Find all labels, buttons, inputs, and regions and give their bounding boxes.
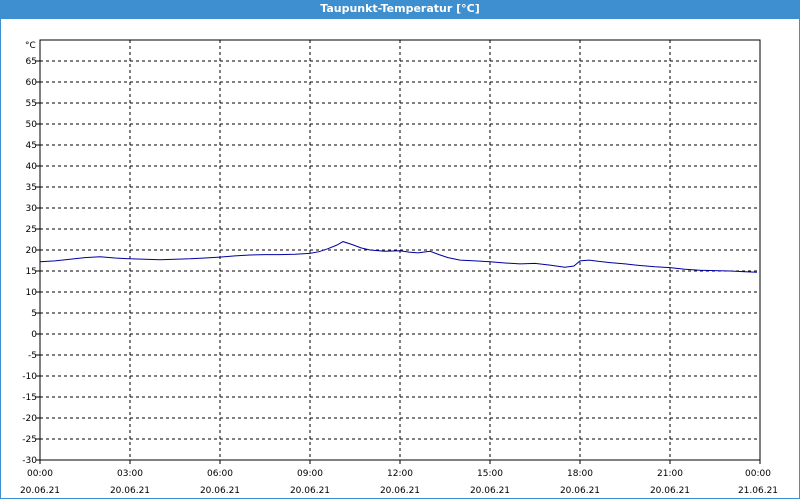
x-tick-time-label: 12:00 [387, 469, 413, 479]
y-tick-label: 30 [26, 204, 38, 214]
y-tick-label: 50 [26, 120, 38, 130]
y-tick-label: 0 [31, 330, 37, 340]
y-tick-label: -30 [22, 456, 37, 466]
x-tick-date-label: 20.06.21 [470, 486, 510, 496]
y-tick-label: 20 [26, 246, 38, 256]
y-tick-label: -15 [22, 393, 37, 403]
x-tick-time-label: 18:00 [567, 469, 593, 479]
y-tick-label: 45 [26, 141, 37, 151]
y-tick-label: 25 [26, 225, 37, 235]
y-tick-label: 40 [26, 162, 38, 172]
x-tick-time-label: 09:00 [297, 469, 323, 479]
x-tick-date-label: 20.06.21 [200, 486, 240, 496]
x-tick-date-label: 20.06.21 [380, 486, 420, 496]
x-tick-time-label: 15:00 [477, 469, 503, 479]
y-axis-ticks: -30 -25 -20 -15 -10 -5 0 5 10 15 20 25 30 35 40 45 50 55 6… [22, 57, 40, 466]
y-tick-label: -10 [22, 372, 37, 382]
x-tick-time-label: 21:00 [657, 469, 683, 479]
y-tick-label: 60 [26, 78, 38, 88]
y-axis-unit-label: °C [25, 41, 36, 51]
x-tick-time-label: 06:00 [207, 469, 233, 479]
chart-title: Taupunkt-Temperatur [°C] [0, 0, 800, 19]
x-axis-ticks: 00:00 20.06.21 03:00 20.06.21 06:00 20.06.21 0… [20, 460, 778, 496]
y-tick-label: 15 [26, 267, 37, 277]
x-tick-date-label: 20.06.21 [110, 486, 150, 496]
x-tick-time-label: 03:00 [117, 469, 143, 479]
x-tick-date-label: 20.06.21 [650, 486, 690, 496]
series-line-dew-point [39, 241, 758, 273]
y-tick-label: 65 [26, 57, 37, 67]
x-tick-date-label: 20.06.21 [560, 486, 600, 496]
y-tick-label: 55 [26, 99, 37, 109]
y-tick-label: 35 [26, 183, 37, 193]
y-tick-label: -25 [22, 435, 37, 445]
y-tick-label: 10 [26, 288, 38, 298]
x-tick-date-label: 20.06.21 [20, 486, 60, 496]
grid-lines [40, 40, 760, 460]
y-tick-label: -20 [22, 414, 37, 424]
x-tick-time-label: 00:00 [745, 469, 771, 479]
x-tick-date-label: 21.06.21 [738, 486, 778, 496]
x-tick-time-label: 00:00 [27, 469, 53, 479]
x-tick-date-label: 20.06.21 [290, 486, 330, 496]
y-tick-label: -5 [28, 351, 37, 361]
y-tick-label: 5 [31, 309, 37, 319]
